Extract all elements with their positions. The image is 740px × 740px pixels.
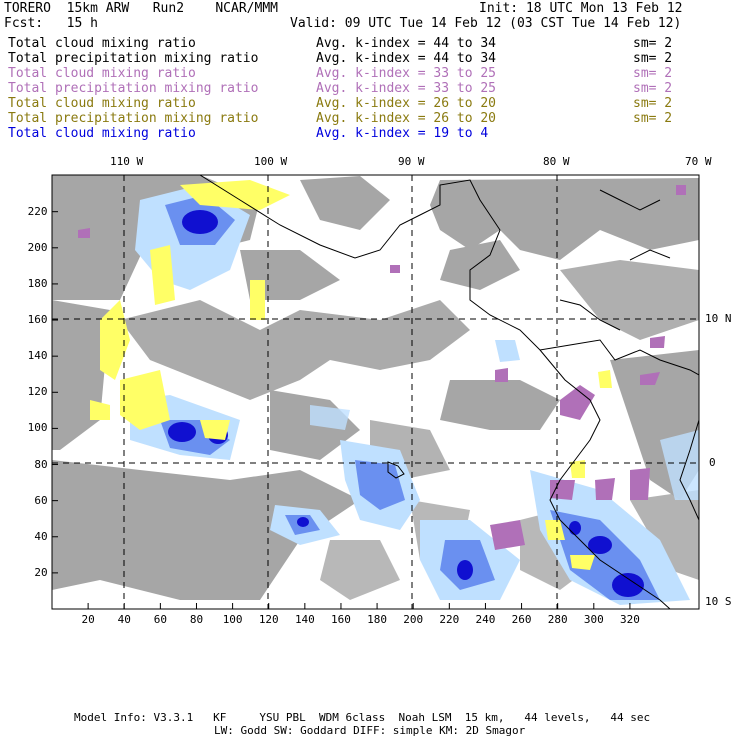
field-smoothing: sm= 2 bbox=[633, 66, 673, 81]
latitude-label: 10 S bbox=[705, 595, 732, 608]
init-time: Init: 18 UTC Mon 13 Feb 12 bbox=[479, 1, 683, 16]
field-name: Total cloud mixing ratio bbox=[8, 36, 196, 51]
valid-time: Valid: 09 UTC Tue 14 Feb 12 (03 CST Tue … bbox=[290, 16, 682, 31]
x-tick-label: 40 bbox=[117, 613, 131, 626]
field-kindex: Avg. k-index = 33 to 25 bbox=[316, 81, 497, 96]
y-tick-label: 20 bbox=[34, 565, 48, 579]
y-tick-label: 60 bbox=[34, 493, 48, 507]
purple-patches bbox=[78, 185, 686, 550]
yellow-patches bbox=[90, 180, 612, 570]
field-kindex: Avg. k-index = 44 to 34 bbox=[316, 36, 497, 51]
field-kindex: Avg. k-index = 26 to 20 bbox=[316, 96, 497, 111]
longitude-label: 90 W bbox=[398, 155, 425, 168]
axis-ticks bbox=[52, 211, 631, 609]
longitude-label: 80 W bbox=[543, 155, 570, 168]
x-tick-label: 300 bbox=[583, 613, 604, 626]
x-tick-label: 260 bbox=[511, 613, 532, 626]
run-name: Run2 bbox=[152, 1, 185, 16]
y-tick-label: 100 bbox=[27, 421, 48, 435]
x-tick-label: 60 bbox=[153, 613, 167, 626]
model-name: TORERO bbox=[4, 1, 51, 16]
x-tick-label: 20 bbox=[81, 613, 95, 626]
x-tick-label: 320 bbox=[620, 613, 640, 626]
field-kindex: Avg. k-index = 26 to 20 bbox=[316, 111, 497, 126]
cloud-field-layer bbox=[52, 175, 699, 609]
field-kindex: Avg. k-index = 44 to 34 bbox=[316, 51, 497, 66]
field-smoothing: sm= 2 bbox=[633, 36, 673, 51]
field-smoothing: sm= 2 bbox=[633, 96, 673, 111]
field-kindex: Avg. k-index = 33 to 25 bbox=[316, 66, 497, 81]
x-tick-label: 140 bbox=[294, 613, 315, 626]
model-info-line2: LW: Godd SW: Goddard DIFF: simple KM: 2D… bbox=[214, 724, 526, 737]
organization: NCAR/MMM bbox=[215, 1, 278, 16]
x-tick-label: 180 bbox=[367, 613, 388, 626]
x-tick-label: 160 bbox=[331, 613, 351, 626]
model-title-line: TORERO 15km ARW Run2 NCAR/MMM bbox=[4, 2, 278, 16]
y-tick-label: 220 bbox=[27, 204, 48, 218]
y-tick-label: 200 bbox=[27, 240, 48, 254]
field-name: Total cloud mixing ratio bbox=[8, 126, 196, 141]
x-tick-label: 100 bbox=[222, 613, 243, 626]
field-smoothing: sm= 2 bbox=[633, 111, 673, 126]
field-kindex: Avg. k-index = 19 to 4 bbox=[316, 126, 489, 141]
field-name: Total precipitation mixing ratio bbox=[8, 111, 259, 126]
x-tick-label: 280 bbox=[547, 613, 568, 626]
model-info-line1: Model Info: V3.3.1 KF YSU PBL WDM 6class… bbox=[74, 711, 651, 724]
x-tick-label: 120 bbox=[258, 613, 279, 626]
forecast-label: Fcst: bbox=[4, 16, 44, 31]
latitude-label: 10 N bbox=[705, 312, 732, 325]
field-smoothing: sm= 2 bbox=[633, 81, 673, 96]
longitude-label: 70 W bbox=[685, 155, 712, 168]
longitude-label: 110 W bbox=[110, 155, 144, 168]
y-tick-label: 180 bbox=[27, 276, 48, 290]
field-name: Total cloud mixing ratio bbox=[8, 66, 196, 81]
x-tick-label: 240 bbox=[475, 613, 496, 626]
field-name: Total cloud mixing ratio bbox=[8, 96, 196, 111]
x-tick-label: 200 bbox=[403, 613, 424, 626]
forecast-line: Fcst: 15 h bbox=[4, 17, 98, 31]
lat-lon-grid bbox=[52, 175, 699, 609]
dark-blue-patches bbox=[168, 210, 644, 597]
field-smoothing: sm= 2 bbox=[633, 51, 673, 66]
field-name: Total precipitation mixing ratio bbox=[8, 51, 259, 66]
y-tick-label: 160 bbox=[27, 313, 48, 327]
y-tick-label: 140 bbox=[27, 349, 48, 363]
model-resolution: 15km ARW bbox=[66, 1, 130, 16]
y-tick-label: 120 bbox=[27, 385, 48, 399]
y-tick-label: 80 bbox=[34, 457, 48, 471]
y-tick-label: 40 bbox=[34, 529, 48, 543]
forecast-value: 15 h bbox=[66, 16, 98, 31]
field-name: Total precipitation mixing ratio bbox=[8, 81, 259, 96]
coastlines bbox=[199, 175, 699, 609]
x-tick-label: 220 bbox=[439, 613, 460, 626]
longitude-label: 100 W bbox=[254, 155, 288, 168]
x-tick-label: 80 bbox=[189, 613, 204, 626]
latitude-label: 0 bbox=[709, 456, 716, 469]
